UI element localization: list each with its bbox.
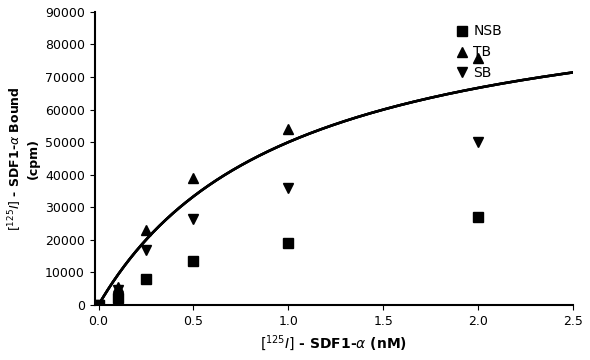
X-axis label: $[^{125}I]$ - SDF1-$\alpha$ (nM): $[^{125}I]$ - SDF1-$\alpha$ (nM) xyxy=(260,333,408,353)
Legend: NSB, TB, SB: NSB, TB, SB xyxy=(451,19,507,86)
Y-axis label: $[^{125}I]$ - SDF1-$\alpha$ Bound
(cpm): $[^{125}I]$ - SDF1-$\alpha$ Bound (cpm) xyxy=(7,86,40,231)
